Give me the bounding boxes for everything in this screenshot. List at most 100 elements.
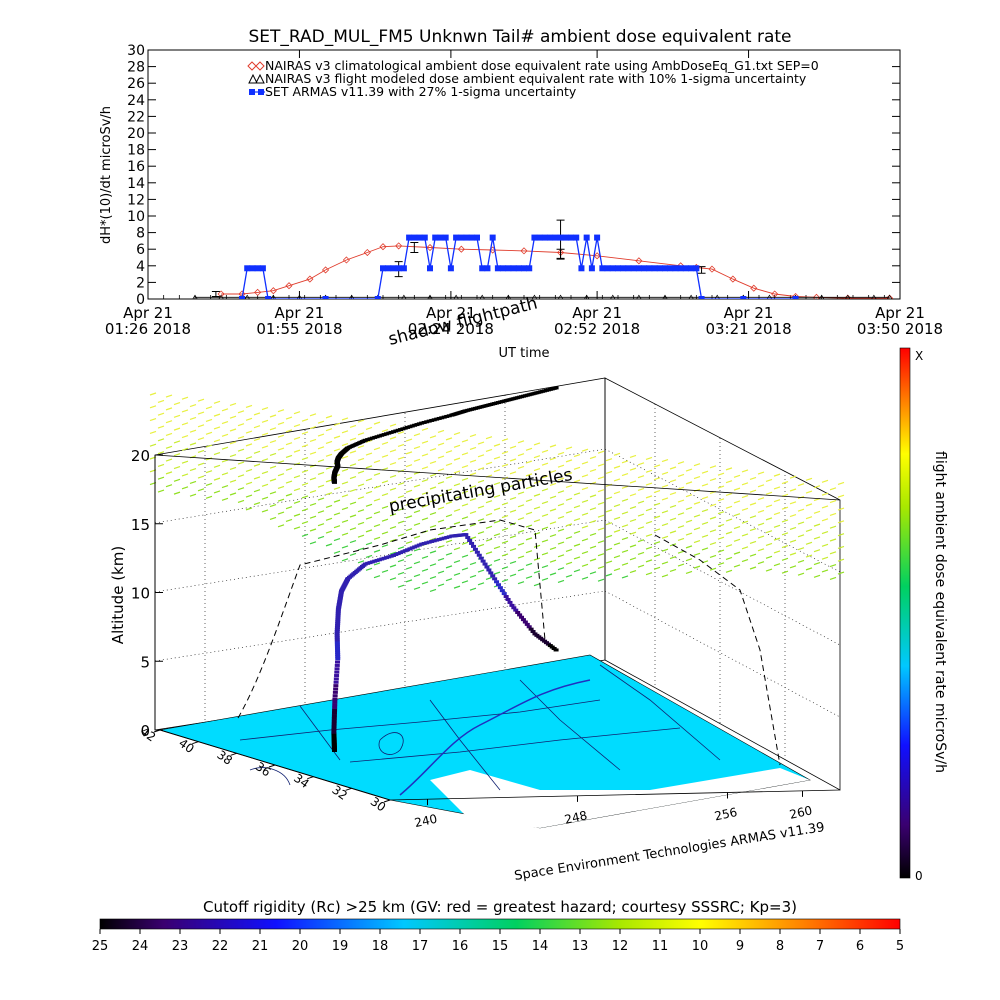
particle-streak: [573, 543, 581, 547]
series-point-square: [630, 265, 637, 272]
particle-streak: [517, 581, 525, 585]
flight-path-point: [332, 700, 338, 704]
particle-streak: [533, 570, 541, 574]
particle-streak: [525, 473, 533, 477]
flight-path-point: [507, 600, 513, 604]
credit-text: Space Environment Technologies ARMAS v11…: [513, 820, 825, 884]
particle-streak: [365, 503, 373, 507]
particle-streak: [325, 453, 333, 457]
particle-streak: [445, 437, 453, 441]
particle-streak: [597, 565, 605, 570]
particle-streak: [829, 512, 837, 516]
particle-streak: [517, 529, 525, 534]
flight-path-point: [471, 544, 477, 548]
particle-streak: [381, 569, 389, 573]
series-point-square: [620, 265, 627, 272]
particle-streak: [573, 505, 581, 509]
particle-streak: [381, 428, 389, 433]
flight-path-point: [331, 742, 337, 746]
particle-streak: [629, 467, 637, 471]
particle-streak: [413, 433, 421, 437]
flight-path-point: [441, 536, 447, 540]
particle-streak: [677, 563, 685, 567]
particle-streak: [189, 404, 197, 408]
lat-tick: [268, 764, 276, 768]
particle-streak: [357, 509, 365, 513]
series-point-diamond: [363, 248, 371, 257]
particle-streak: [445, 565, 453, 569]
particle-streak: [389, 551, 397, 555]
flight-path-point: [335, 623, 341, 627]
particle-streak: [781, 506, 789, 510]
particle-streak: [333, 550, 341, 554]
particle-streak: [365, 452, 373, 456]
particle-streak: [213, 400, 221, 404]
particle-streak: [597, 553, 605, 557]
particle-streak: [541, 539, 549, 543]
particle-streak: [613, 542, 621, 546]
flight-path-point: [335, 621, 341, 625]
top-x-tick-label-time: 01:26 2018: [105, 320, 191, 338]
particle-streak: [437, 429, 445, 434]
particle-streak: [701, 534, 709, 538]
series-point-diamond: [254, 288, 262, 296]
particle-streak: [469, 510, 477, 514]
particle-streak: [277, 498, 285, 502]
particle-streak: [349, 463, 357, 467]
particle-streak: [165, 394, 173, 398]
bottom-colorbar-tick-label: 15: [492, 939, 509, 954]
particle-streak: [821, 543, 829, 547]
front-edge-right: [389, 789, 841, 801]
top-edge-front: [154, 454, 841, 501]
series-point-square: [792, 296, 799, 299]
particle-streak: [365, 478, 373, 482]
particle-streak: [533, 583, 541, 587]
particle-streak: [397, 495, 405, 499]
particle-streak: [213, 426, 221, 430]
particle-streak: [757, 548, 765, 552]
particle-streak: [373, 562, 381, 566]
particle-streak: [349, 514, 357, 518]
particle-streak: [157, 451, 165, 455]
particle-streak: [789, 552, 797, 556]
particle-streak: [613, 491, 621, 495]
lat-tick: [345, 787, 352, 791]
particle-streak: [453, 444, 461, 448]
particle-streak: [789, 488, 797, 492]
particle-streak: [405, 540, 413, 545]
particle-streak: [221, 459, 229, 463]
particle-streak: [221, 408, 229, 412]
bottom-colorbar-tick-label: 17: [412, 939, 429, 954]
particle-streak: [709, 516, 717, 520]
particle-streak: [165, 484, 173, 488]
flight-path-point: [421, 541, 427, 545]
particle-streak: [349, 476, 357, 480]
particle-streak: [237, 499, 245, 504]
particle-streak: [501, 514, 509, 519]
particle-streak: [197, 437, 205, 441]
particle-streak: [517, 453, 525, 457]
series-point-triangle: [296, 294, 303, 299]
particle-streak: [573, 530, 581, 534]
shadow-path-point: [421, 420, 427, 424]
top-x-tick-label-date: Apr 21: [275, 304, 325, 322]
particle-streak: [573, 479, 581, 483]
particle-streak: [149, 392, 157, 396]
error-bar: [556, 248, 565, 260]
particle-streak: [741, 469, 749, 473]
particle-streak: [597, 527, 605, 531]
particle-streak: [317, 510, 325, 514]
bottom-colorbar-tick-label: 18: [372, 939, 389, 954]
particle-streak: [749, 566, 757, 570]
particle-streak: [613, 529, 621, 533]
particle-streak: [693, 475, 701, 480]
flight-path-point: [334, 625, 340, 629]
particle-streak: [437, 519, 445, 523]
particle-streak: [469, 498, 477, 502]
shadow-path-point: [419, 421, 425, 425]
particle-streak: [461, 490, 469, 494]
particle-streak: [157, 399, 165, 404]
longitude-ticks: 240 248 256 260: [413, 790, 814, 830]
particle-streak: [373, 472, 381, 476]
particle-streak: [357, 560, 365, 564]
